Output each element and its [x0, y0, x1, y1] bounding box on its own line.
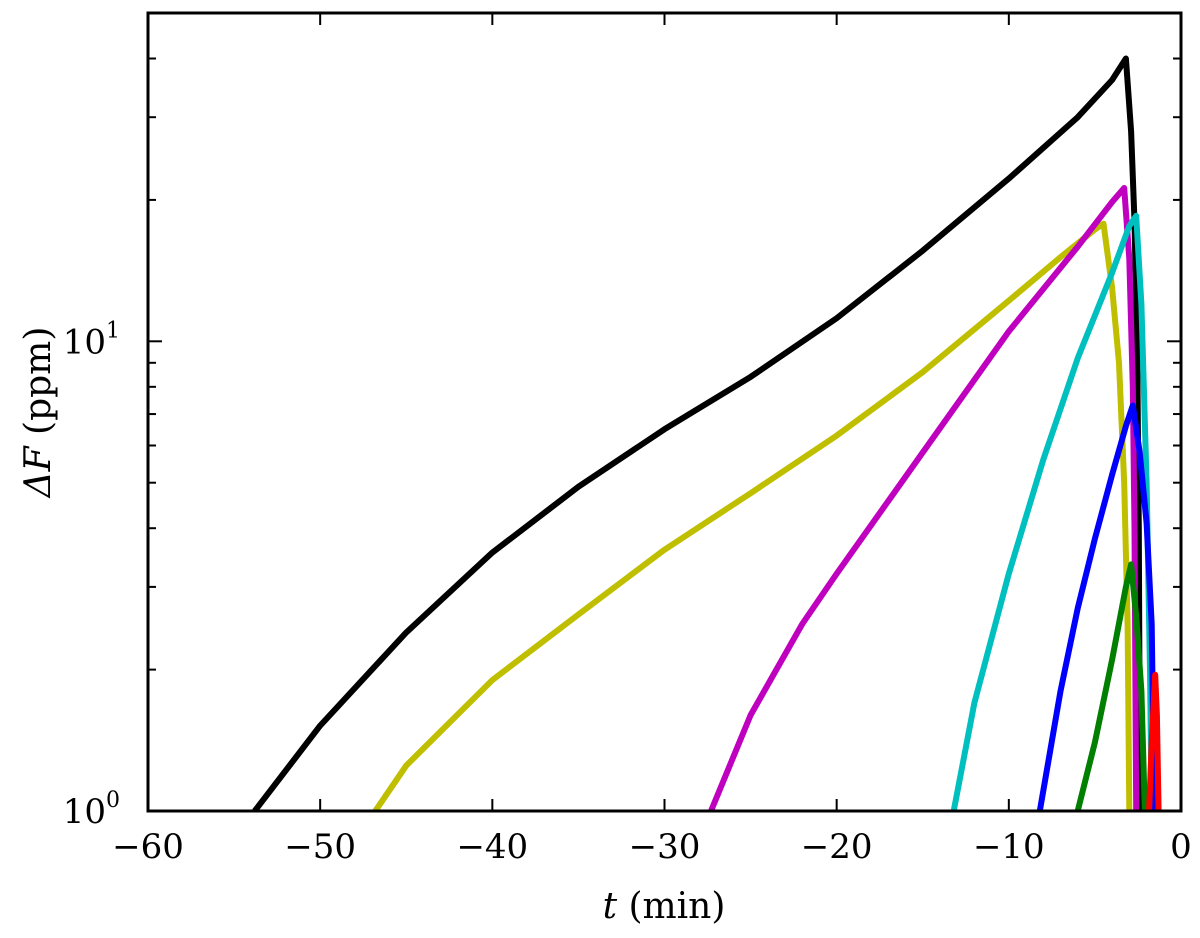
- x-tick-label: −40: [456, 827, 528, 867]
- series-line-6: [1074, 561, 1148, 811]
- x-tick-label: −30: [629, 827, 701, 867]
- y-tick-label-exponent: 1: [106, 318, 120, 343]
- y-axis-label-var: ΔF: [18, 444, 59, 499]
- x-tick-label: −60: [112, 827, 184, 867]
- plot-frame: [146, 11, 1183, 813]
- x-axis-label-unit: (min): [617, 886, 725, 927]
- y-tick-label: 100: [63, 788, 120, 832]
- x-tick-label: −20: [801, 827, 873, 867]
- y-tick-label-base: 10: [63, 322, 106, 362]
- series-line-5: [1036, 402, 1158, 811]
- x-axis-label-var: t: [603, 886, 618, 927]
- series-line-7: [1146, 671, 1162, 811]
- x-tick-label: −10: [973, 827, 1045, 867]
- series-line-3: [708, 185, 1140, 811]
- y-tick-label-base: 10: [63, 792, 106, 832]
- y-tick-label: 101: [63, 318, 120, 362]
- tick-layer: [147, 13, 1182, 812]
- y-axis-label: ΔF (ppm): [18, 327, 59, 500]
- y-tick-label-exponent: 0: [106, 788, 120, 813]
- y-axis-label-unit: (ppm): [18, 327, 59, 447]
- x-tick-label: 0: [1170, 827, 1192, 867]
- series-line-1: [252, 55, 1143, 811]
- x-axis-label: t (min): [603, 886, 726, 927]
- series-layer: [252, 55, 1162, 811]
- series-line-2: [372, 220, 1133, 811]
- x-tick-label: −50: [284, 827, 356, 867]
